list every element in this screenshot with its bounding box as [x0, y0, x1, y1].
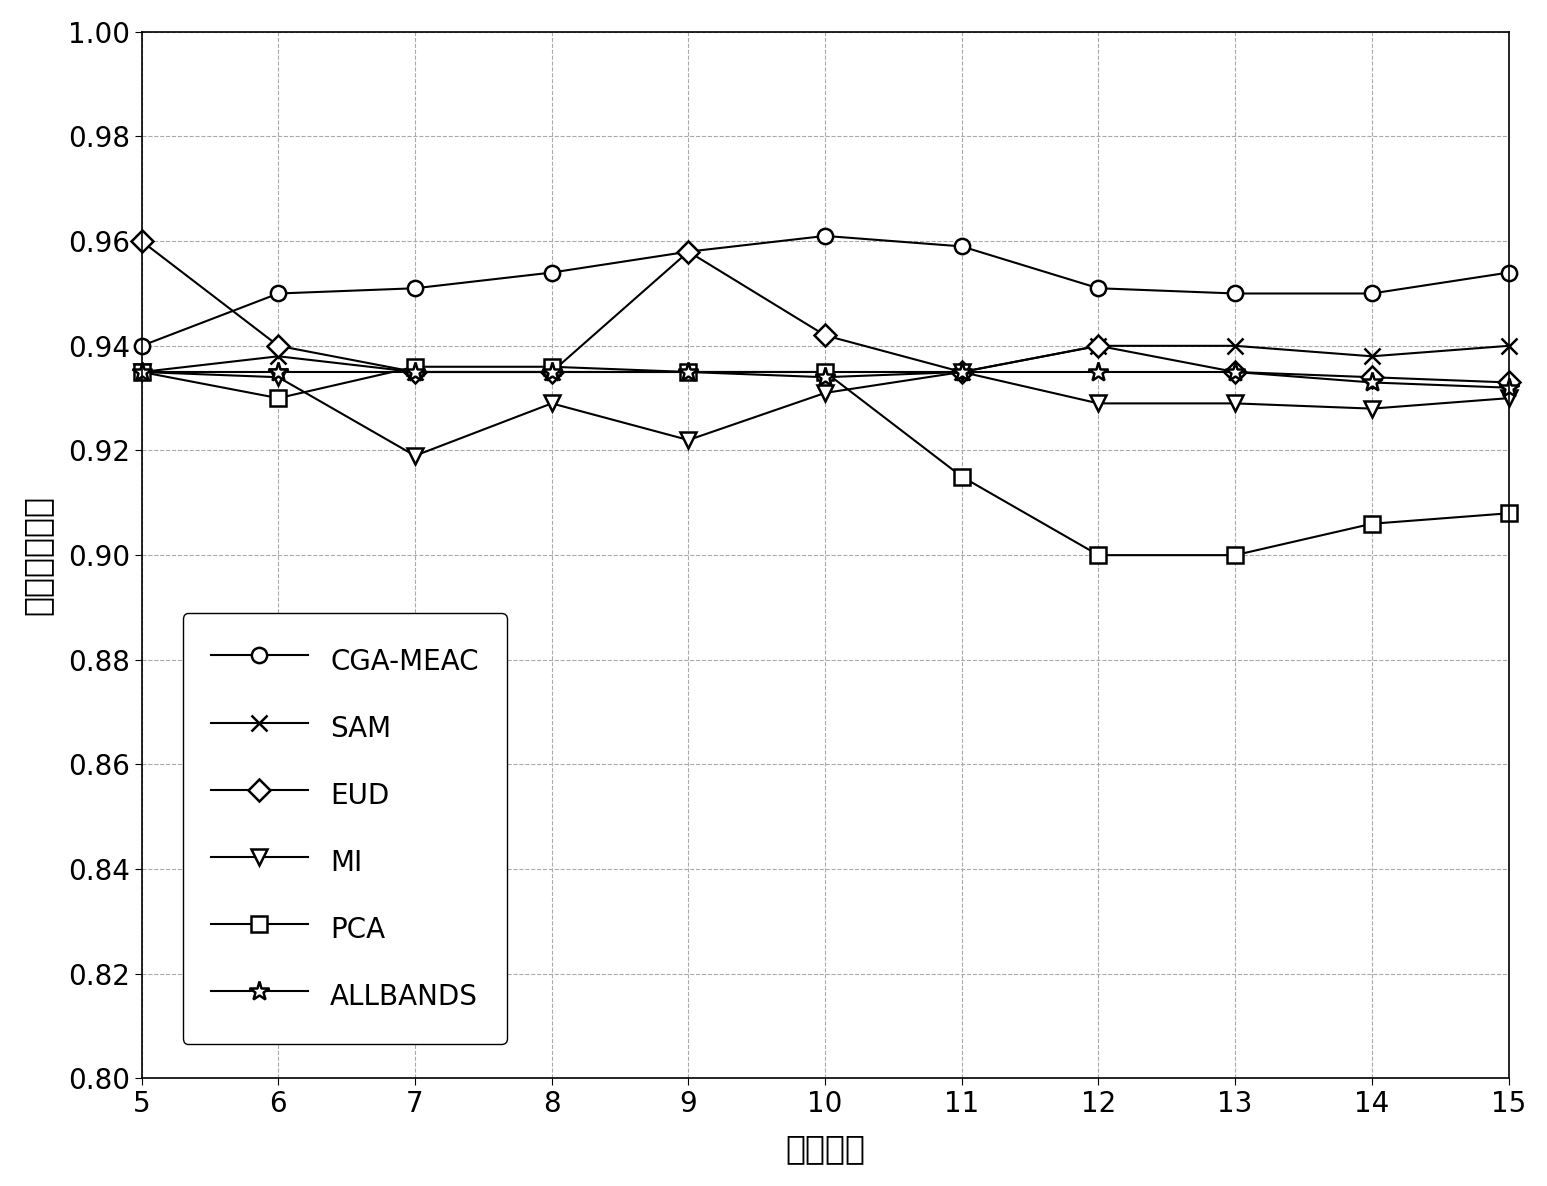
- ALLBANDS: [1499, 381, 1518, 395]
- MI: [815, 385, 834, 400]
- MI: [953, 365, 972, 380]
- Line: SAM: SAM: [133, 338, 1518, 381]
- EUD: [1225, 365, 1244, 380]
- PCA: [679, 365, 698, 380]
- SAM: [1225, 339, 1244, 353]
- SAM: [1363, 349, 1381, 363]
- ALLBANDS: [133, 365, 152, 380]
- CGA-MEAC: [405, 281, 424, 295]
- Line: ALLBANDS: ALLBANDS: [131, 362, 1519, 398]
- MI: [133, 365, 152, 380]
- EUD: [405, 365, 424, 380]
- SAM: [1089, 339, 1108, 353]
- ALLBANDS: [1089, 365, 1108, 380]
- PCA: [133, 365, 152, 380]
- PCA: [815, 365, 834, 380]
- EUD: [679, 244, 698, 259]
- MI: [269, 370, 288, 384]
- CGA-MEAC: [1363, 286, 1381, 300]
- PCA: [1363, 517, 1381, 531]
- PCA: [1225, 548, 1244, 562]
- CGA-MEAC: [133, 339, 152, 353]
- Line: EUD: EUD: [135, 234, 1516, 390]
- EUD: [1363, 370, 1381, 384]
- EUD: [269, 339, 288, 353]
- EUD: [1089, 339, 1108, 353]
- PCA: [405, 359, 424, 374]
- Line: MI: MI: [135, 364, 1516, 464]
- ALLBANDS: [1363, 375, 1381, 389]
- CGA-MEAC: [815, 229, 834, 243]
- Legend: CGA-MEAC, SAM, EUD, MI, PCA, ALLBANDS: CGA-MEAC, SAM, EUD, MI, PCA, ALLBANDS: [183, 613, 506, 1044]
- Y-axis label: 总体分类精度: 总体分类精度: [20, 495, 54, 616]
- ALLBANDS: [679, 365, 698, 380]
- CGA-MEAC: [953, 240, 972, 254]
- X-axis label: 特征数目: 特征数目: [784, 1133, 865, 1165]
- MI: [1089, 396, 1108, 410]
- SAM: [405, 365, 424, 380]
- PCA: [953, 470, 972, 484]
- MI: [1225, 396, 1244, 410]
- CGA-MEAC: [1089, 281, 1108, 295]
- CGA-MEAC: [1225, 286, 1244, 300]
- Line: PCA: PCA: [135, 359, 1516, 563]
- PCA: [269, 391, 288, 406]
- ALLBANDS: [953, 365, 972, 380]
- MI: [1499, 391, 1518, 406]
- ALLBANDS: [543, 365, 562, 380]
- CGA-MEAC: [543, 266, 562, 280]
- CGA-MEAC: [269, 286, 288, 300]
- ALLBANDS: [269, 365, 288, 380]
- EUD: [543, 365, 562, 380]
- EUD: [953, 365, 972, 380]
- MI: [405, 448, 424, 463]
- PCA: [1499, 506, 1518, 521]
- MI: [679, 433, 698, 447]
- EUD: [815, 329, 834, 343]
- CGA-MEAC: [1499, 266, 1518, 280]
- SAM: [133, 365, 152, 380]
- PCA: [1089, 548, 1108, 562]
- EUD: [133, 234, 152, 248]
- SAM: [953, 365, 972, 380]
- ALLBANDS: [405, 365, 424, 380]
- EUD: [1499, 375, 1518, 389]
- CGA-MEAC: [679, 244, 698, 259]
- SAM: [269, 349, 288, 363]
- MI: [1363, 402, 1381, 416]
- PCA: [543, 359, 562, 374]
- SAM: [679, 365, 698, 380]
- SAM: [815, 365, 834, 380]
- Line: CGA-MEAC: CGA-MEAC: [135, 228, 1516, 353]
- SAM: [1499, 339, 1518, 353]
- ALLBANDS: [815, 370, 834, 384]
- MI: [543, 396, 562, 410]
- ALLBANDS: [1225, 365, 1244, 380]
- SAM: [543, 365, 562, 380]
